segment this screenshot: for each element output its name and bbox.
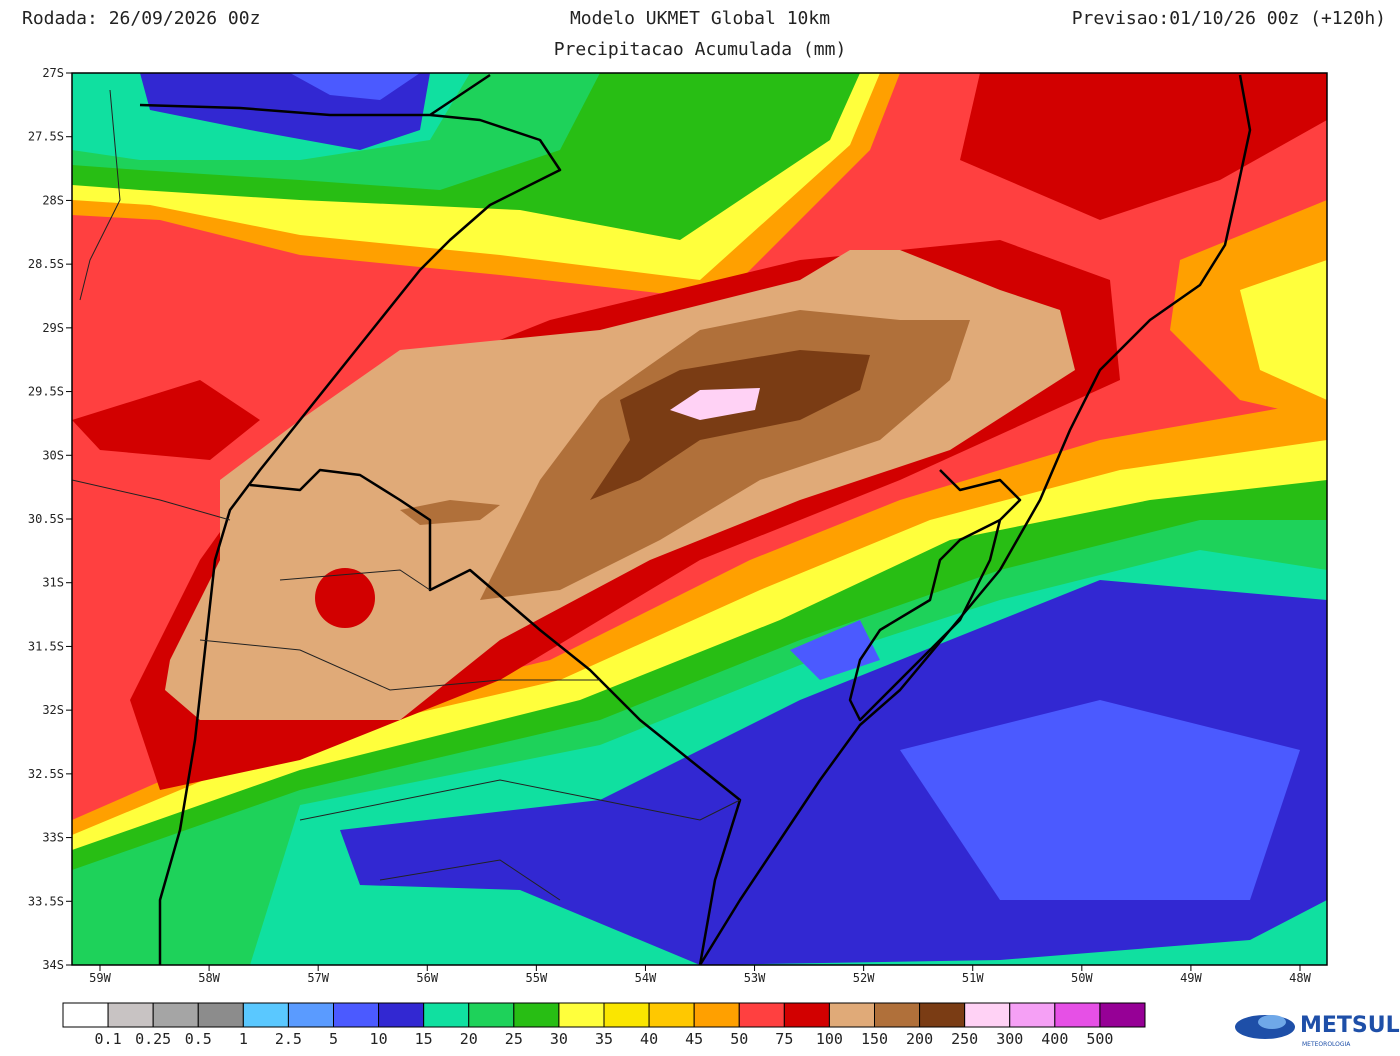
lon-label: 56W	[416, 971, 438, 985]
logo-tagline: METEOROLOGIA	[1302, 1041, 1351, 1048]
lat-label: 29.5S	[28, 385, 64, 399]
legend-swatch	[107, 1002, 154, 1028]
lon-label: 50W	[1071, 971, 1093, 985]
legend-swatch	[287, 1002, 334, 1028]
logo-name: METSUL	[1300, 1013, 1400, 1038]
lon-label: 51W	[962, 971, 984, 985]
lat-label: 34S	[42, 958, 64, 972]
legend-swatch	[738, 1002, 785, 1028]
legend-label: 400	[1041, 1030, 1068, 1048]
lon-label: 55W	[526, 971, 548, 985]
legend-swatch	[828, 1002, 876, 1028]
lon-label: 54W	[635, 971, 657, 985]
axes: 27S 27.5S 28S 28.5S 29S 29.5S 30S 30.5S 31S 31.5S…	[28, 66, 1312, 985]
legend-label: 2.5	[275, 1030, 302, 1048]
legend-label: 150	[861, 1030, 888, 1048]
boundaries	[72, 73, 1252, 965]
legend-swatch	[197, 1002, 244, 1028]
legend-label: 500	[1086, 1030, 1113, 1048]
lat-label: 33.5S	[28, 894, 64, 908]
legend-swatch	[693, 1002, 740, 1028]
forecast-label: Previsao:01/10/26 00z (+120h)	[1072, 8, 1386, 29]
logo: METSUL METEOROLOGIA	[1235, 1013, 1400, 1048]
model-title: Modelo UKMET Global 10km	[570, 8, 830, 29]
legend-swatch	[603, 1002, 650, 1028]
lon-label: 49W	[1180, 971, 1202, 985]
legend-label: 300	[996, 1030, 1023, 1048]
lat-label: 32.5S	[28, 767, 64, 781]
lat-label: 30S	[42, 448, 64, 462]
subtitle: Precipitacao Acumulada (mm)	[554, 39, 847, 60]
legend-swatch	[513, 1002, 560, 1028]
legend-swatch	[783, 1002, 830, 1028]
legend-swatch	[558, 1002, 605, 1028]
legend-swatch	[333, 1002, 380, 1028]
legend-swatch	[1009, 1002, 1056, 1028]
lat-label: 31S	[42, 576, 64, 590]
legend-label: 30	[550, 1030, 568, 1048]
legend-label: 15	[415, 1030, 433, 1048]
legend-label: 20	[460, 1030, 478, 1048]
lat-label: 27S	[42, 66, 64, 80]
run-label: Rodada: 26/09/2026 00z	[22, 8, 260, 29]
legend-swatch	[62, 1002, 109, 1028]
legend-swatch	[423, 1002, 470, 1028]
legend-label: 0.1	[95, 1030, 122, 1048]
lon-label: 52W	[853, 971, 875, 985]
precip-field	[72, 73, 1327, 965]
legend-label: 35	[595, 1030, 613, 1048]
legend-swatch	[1054, 1002, 1101, 1028]
lat-label: 28.5S	[28, 257, 64, 271]
lat-label: 33S	[42, 831, 64, 845]
legend-label: 0.25	[135, 1030, 171, 1048]
lon-label: 58W	[198, 971, 220, 985]
legend-label: 0.5	[185, 1030, 212, 1048]
legend-label: 75	[775, 1030, 793, 1048]
legend-label: 40	[640, 1030, 658, 1048]
legend-label: 50	[730, 1030, 748, 1048]
legend-swatch	[152, 1002, 199, 1028]
legend-label: 100	[816, 1030, 843, 1048]
lon-label: 59W	[89, 971, 111, 985]
legend-label: 10	[370, 1030, 388, 1048]
lat-label: 29S	[42, 321, 64, 335]
legend-label: 5	[329, 1030, 338, 1048]
legend-swatch	[964, 1002, 1011, 1028]
legend-swatch	[468, 1002, 515, 1028]
color-legend: 0.1 0.25 0.5 1 2.5 5 10 15 20 25 30 35 40 45 50 75 100 15…	[62, 1002, 1146, 1048]
lat-label: 32S	[42, 703, 64, 717]
legend-swatch	[378, 1002, 425, 1028]
legend-swatch	[1099, 1002, 1146, 1028]
legend-swatch	[874, 1002, 921, 1028]
legend-label: 200	[906, 1030, 933, 1048]
legend-label: 1	[239, 1030, 248, 1048]
lat-label: 28S	[42, 193, 64, 207]
logo-highlight	[1258, 1015, 1286, 1029]
legend-label: 250	[951, 1030, 978, 1048]
lon-label: 57W	[307, 971, 329, 985]
legend-label: 45	[685, 1030, 703, 1048]
legend-swatch	[919, 1002, 966, 1028]
lat-label: 31.5S	[28, 639, 64, 653]
lat-label: 27.5S	[28, 130, 64, 144]
lon-label: 53W	[744, 971, 766, 985]
lon-label: 48W	[1289, 971, 1311, 985]
legend-swatch	[648, 1002, 695, 1028]
lat-label: 30.5S	[28, 512, 64, 526]
legend-swatch	[242, 1002, 289, 1028]
legend-label: 25	[505, 1030, 523, 1048]
